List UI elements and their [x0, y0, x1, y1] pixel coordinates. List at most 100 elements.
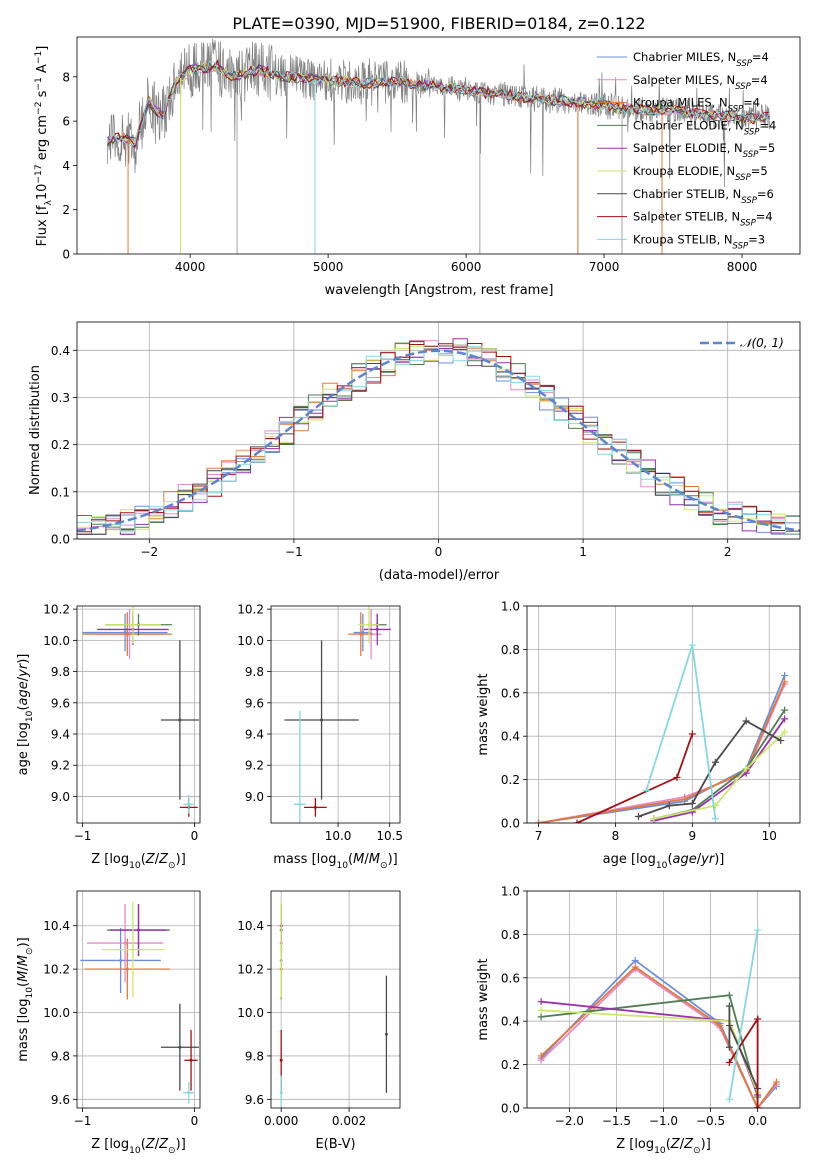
legend-ssp-sub: SSP [741, 196, 757, 206]
label-part: −17 [34, 164, 44, 183]
x-tick-label: 6000 [451, 260, 482, 274]
plot-area-mass_vs_ebv [279, 901, 388, 1108]
y-axis-label: age [log10(age/yr)] [16, 654, 35, 776]
weight-marker [781, 706, 789, 714]
x-tick-label: −1.5 [602, 1114, 631, 1128]
y-tick-label: 10.2 [237, 603, 264, 617]
axes-age_vs_mass: 10.0 10.5 9.0 9.2 9.4 9.6 9.8 10.0 10.2 mass [log… [237, 603, 403, 871]
label-part: Z [log [616, 1137, 654, 1152]
weight-marker [781, 728, 789, 736]
data-point [119, 958, 123, 962]
label-part: / [364, 852, 369, 867]
y-tick-label: 1.0 [501, 600, 520, 614]
label-part: )] [176, 1137, 186, 1152]
weight-marker [688, 730, 696, 738]
label-part: / [16, 676, 31, 681]
weight-line [728, 929, 759, 1100]
legend-ssp-count: =4 [759, 118, 776, 132]
y-tick-label: 6 [62, 115, 70, 129]
y-tick-label: 9.4 [245, 728, 264, 742]
y-tick-label: 0.8 [501, 643, 520, 657]
x-axis-label: Z [log10(Z/Z⊙)] [616, 1137, 711, 1156]
residual-x-axis-label: (data-model)/error [379, 568, 500, 583]
weight-marker [650, 815, 658, 823]
x-tick-label: −0.5 [696, 1114, 725, 1128]
y-tick-label: 9.2 [51, 759, 70, 773]
weight-marker [537, 998, 545, 1006]
legend-ssp-count: =6 [757, 187, 774, 201]
label-part: −1 [34, 77, 44, 90]
weight-marker [665, 802, 673, 810]
x-tick-label: 0.0 [748, 1114, 767, 1128]
x-axis-label: mass [log10(M/M⊙)] [273, 852, 397, 871]
legend-label: Salpeter STELIB, NSSP=4 [633, 210, 773, 229]
data-point [279, 948, 283, 952]
residual-histogram-step [77, 343, 800, 535]
x-tick-label: 7 [535, 829, 543, 843]
x-tick-label: 0.000 [264, 1114, 298, 1128]
weight-marker [631, 963, 639, 971]
y-tick-label: 0.8 [501, 928, 520, 942]
y-tick-label: 9.6 [51, 696, 70, 710]
y-tick-label: 10.2 [237, 963, 264, 977]
x-tick-label: 0 [435, 545, 443, 559]
x-tick-label: −1 [285, 545, 303, 559]
y-tick-label: 0.3 [51, 391, 70, 405]
label-part: Z [log [91, 852, 129, 867]
plot-area-residuals [77, 338, 800, 535]
y-tick-label: 10.0 [237, 634, 264, 648]
legend-label: Chabrier MILES, NSSP=4 [633, 50, 769, 69]
x-tick-label: 2 [724, 545, 732, 559]
y-tick-label: 10.4 [237, 919, 264, 933]
x-tick-label: 7000 [589, 260, 620, 274]
data-point [125, 967, 129, 971]
data-point [367, 623, 371, 627]
label-part: ⊙ [25, 947, 35, 955]
normal-distribution-curve [77, 349, 800, 532]
weight-marker [537, 1052, 545, 1060]
weight-marker [772, 1078, 780, 1086]
label-part: λ [44, 200, 54, 206]
y-tick-label: 0.0 [501, 1102, 520, 1116]
legend-series-name: Chabrier MILES, N [633, 50, 736, 64]
legend-series-name: Kroupa STELIB, N [633, 232, 733, 246]
y-tick-label: 0.4 [501, 730, 520, 744]
x-tick-label: 10.5 [376, 829, 403, 843]
legend-ssp-sub: SSP [736, 59, 752, 69]
y-tick-label: 10.0 [43, 1006, 70, 1020]
y-tick-label: 9.8 [51, 665, 70, 679]
weight-marker [754, 1015, 762, 1023]
label-part: 10 [25, 987, 35, 999]
y-tick-label: 10.2 [43, 963, 70, 977]
x-tick-label: 8000 [727, 260, 758, 274]
data-point [178, 1045, 182, 1049]
legend-label: Chabrier ELODIE, NSSP=4 [633, 118, 776, 137]
label-part: 10 [129, 861, 141, 871]
legend-ssp-count: =5 [751, 164, 768, 178]
legend-series-name: Chabrier STELIB, N [633, 187, 741, 201]
weight-marker [754, 1104, 762, 1108]
y-tick-label: 0 [62, 248, 70, 262]
spectrum-model-line [107, 61, 771, 147]
y-tick-label: 10.0 [237, 1006, 264, 1020]
weight-marker [781, 671, 789, 679]
label-part: ( [348, 852, 353, 867]
spectrum-y-axis-label: Flux [fλ10−17 erg cm−2 s−1 A−1] [34, 46, 54, 247]
label-part: / [155, 1137, 160, 1152]
x-tick-label: 0.002 [332, 1114, 366, 1128]
x-tick-label: 4000 [175, 260, 206, 274]
label-part: −2 [34, 102, 44, 115]
residual-histogram-step [77, 344, 800, 532]
data-point [279, 1058, 283, 1062]
label-part: 10 [654, 1146, 666, 1156]
legend-series-name: Kroupa ELODIE, N [633, 164, 735, 178]
label-part: 10 [336, 861, 348, 871]
spectrum-model-line [107, 62, 770, 149]
residual-histogram-step [77, 344, 800, 535]
weight-marker [688, 641, 696, 649]
data-point [298, 802, 302, 806]
data-point [279, 1091, 283, 1095]
label-part: 10 [656, 861, 668, 871]
x-tick-label: 9 [689, 829, 697, 843]
plot-area-weight_vs_Z [537, 926, 780, 1108]
